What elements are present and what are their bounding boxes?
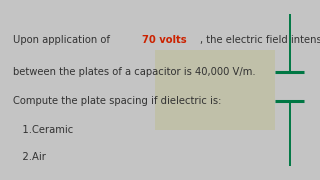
Text: between the plates of a capacitor is 40,000 V/m.: between the plates of a capacitor is 40,… (13, 67, 255, 77)
Text: , the electric field intensity: , the electric field intensity (200, 35, 320, 45)
Text: 70 volts: 70 volts (142, 35, 187, 45)
Text: 1.Ceramic: 1.Ceramic (13, 125, 73, 135)
Text: 2.Air: 2.Air (13, 152, 46, 162)
Bar (155, 50, 275, 130)
Text: Compute the plate spacing if dielectric is:: Compute the plate spacing if dielectric … (13, 96, 221, 106)
Text: Upon application of: Upon application of (13, 35, 113, 45)
